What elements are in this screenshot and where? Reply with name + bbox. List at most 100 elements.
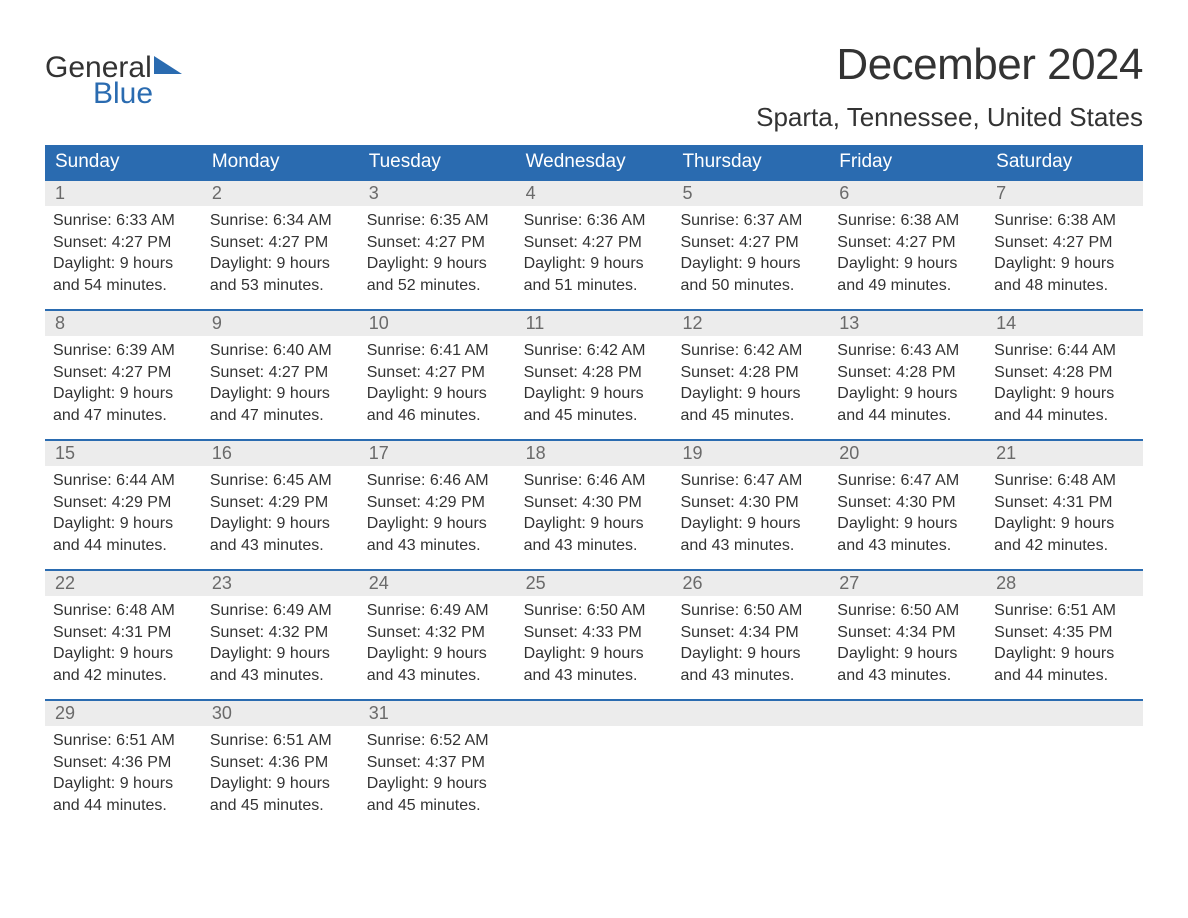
day-details: Sunrise: 6:38 AMSunset: 4:27 PMDaylight:… [829,206,986,296]
day-dl2: and 43 minutes. [210,535,351,557]
day-number: 28 [996,573,1016,593]
day-number: 16 [212,443,232,463]
calendar-day: 7Sunrise: 6:38 AMSunset: 4:27 PMDaylight… [986,181,1143,309]
day-sunset: Sunset: 4:27 PM [367,232,508,254]
day-dl1: Daylight: 9 hours [994,513,1135,535]
day-details: Sunrise: 6:52 AMSunset: 4:37 PMDaylight:… [359,726,516,816]
day-number: 22 [55,573,75,593]
day-sunrise: Sunrise: 6:50 AM [680,600,821,622]
day-number: 14 [996,313,1016,333]
day-sunrise: Sunrise: 6:39 AM [53,340,194,362]
calendar-day: 30 Sunrise: 6:51 AMSunset: 4:36 PMDayligh… [202,701,359,829]
day-number: 6 [839,183,849,203]
day-details: Sunrise: 6:33 AMSunset: 4:27 PMDaylight:… [45,206,202,296]
day-dl2: and 47 minutes. [210,405,351,427]
day-dl2: and 44 minutes. [994,665,1135,687]
day-details: Sunrise: 6:39 AMSunset: 4:27 PMDaylight:… [45,336,202,426]
day-details: Sunrise: 6:51 AMSunset: 4:36 PMDaylight:… [45,726,202,816]
day-sunrise: Sunrise: 6:49 AM [210,600,351,622]
day-dl2: and 44 minutes. [53,795,194,817]
calendar-day: 12Sunrise: 6:42 AMSunset: 4:28 PMDayligh… [672,311,829,439]
day-details: Sunrise: 6:48 AMSunset: 4:31 PMDaylight:… [986,466,1143,556]
day-number: 7 [996,183,1006,203]
calendar-day: 16Sunrise: 6:45 AMSunset: 4:29 PMDayligh… [202,441,359,569]
day-sunrise: Sunrise: 6:40 AM [210,340,351,362]
calendar-day: 5Sunrise: 6:37 AMSunset: 4:27 PMDaylight… [672,181,829,309]
calendar-day-empty: . [672,701,829,829]
day-sunset: Sunset: 4:27 PM [210,362,351,384]
calendar-day: 29 Sunrise: 6:51 AMSunset: 4:36 PMDayligh… [45,701,202,829]
calendar-day: 14 Sunrise: 6:44 AMSunset: 4:28 PMDayligh… [986,311,1143,439]
weekday-header: Saturday [986,145,1143,179]
day-details: Sunrise: 6:42 AMSunset: 4:28 PMDaylight:… [516,336,673,426]
day-details: Sunrise: 6:44 AMSunset: 4:28 PMDaylight:… [986,336,1143,426]
calendar-day: 27 Sunrise: 6:50 AMSunset: 4:34 PMDayligh… [829,571,986,699]
day-sunrise: Sunrise: 6:42 AM [680,340,821,362]
day-number-row: 19 [672,441,829,466]
day-number: 8 [55,313,65,333]
day-sunset: Sunset: 4:29 PM [53,492,194,514]
day-sunrise: Sunrise: 6:44 AM [53,470,194,492]
day-details: Sunrise: 6:50 AMSunset: 4:34 PMDaylight:… [672,596,829,686]
day-dl1: Daylight: 9 hours [994,383,1135,405]
day-number: 19 [682,443,702,463]
day-dl1: Daylight: 9 hours [53,513,194,535]
day-details: Sunrise: 6:36 AMSunset: 4:27 PMDaylight:… [516,206,673,296]
day-dl1: Daylight: 9 hours [837,513,978,535]
calendar-day: 24Sunrise: 6:49 AMSunset: 4:32 PMDayligh… [359,571,516,699]
day-sunset: Sunset: 4:27 PM [367,362,508,384]
day-details: Sunrise: 6:47 AMSunset: 4:30 PMDaylight:… [829,466,986,556]
day-number-row: 9 [202,311,359,336]
day-sunset: Sunset: 4:30 PM [524,492,665,514]
day-sunrise: Sunrise: 6:52 AM [367,730,508,752]
day-details: Sunrise: 6:50 AMSunset: 4:34 PMDaylight:… [829,596,986,686]
day-details: Sunrise: 6:51 AMSunset: 4:36 PMDaylight:… [202,726,359,816]
day-sunrise: Sunrise: 6:45 AM [210,470,351,492]
day-number-row: 3 [359,181,516,206]
day-sunrise: Sunrise: 6:48 AM [994,470,1135,492]
day-dl1: Daylight: 9 hours [680,253,821,275]
day-number-row: . [672,701,829,726]
day-sunrise: Sunrise: 6:50 AM [524,600,665,622]
day-number-row: 23 [202,571,359,596]
day-number: 27 [839,573,859,593]
day-sunset: Sunset: 4:32 PM [210,622,351,644]
day-dl2: and 43 minutes. [680,665,821,687]
calendar-day-empty: . [516,701,673,829]
day-dl1: Daylight: 9 hours [680,513,821,535]
day-dl2: and 49 minutes. [837,275,978,297]
day-number: 26 [682,573,702,593]
month-title: December 2024 [756,40,1143,90]
day-number: 25 [526,573,546,593]
title-block: December 2024 Sparta, Tennessee, United … [756,40,1143,133]
day-number-row: 21 [986,441,1143,466]
day-details: Sunrise: 6:41 AMSunset: 4:27 PMDaylight:… [359,336,516,426]
day-dl2: and 44 minutes. [837,405,978,427]
day-number: 2 [212,183,222,203]
day-dl2: and 45 minutes. [524,405,665,427]
day-sunrise: Sunrise: 6:38 AM [994,210,1135,232]
day-dl1: Daylight: 9 hours [367,773,508,795]
day-dl1: Daylight: 9 hours [524,383,665,405]
day-dl1: Daylight: 9 hours [994,253,1135,275]
day-details: Sunrise: 6:43 AMSunset: 4:28 PMDaylight:… [829,336,986,426]
day-sunset: Sunset: 4:32 PM [367,622,508,644]
day-sunset: Sunset: 4:30 PM [680,492,821,514]
calendar-day: 26 Sunrise: 6:50 AMSunset: 4:34 PMDayligh… [672,571,829,699]
calendar-week: 29 Sunrise: 6:51 AMSunset: 4:36 PMDayligh… [45,699,1143,829]
day-sunrise: Sunrise: 6:46 AM [524,470,665,492]
day-sunset: Sunset: 4:29 PM [210,492,351,514]
day-number: 30 [212,703,232,723]
calendar-day-empty: . [986,701,1143,829]
weekday-header: Tuesday [359,145,516,179]
calendar-day: 1Sunrise: 6:33 AMSunset: 4:27 PMDaylight… [45,181,202,309]
day-number-row: 30 [202,701,359,726]
day-dl2: and 43 minutes. [367,535,508,557]
page-header: General Blue December 2024 Sparta, Tenne… [45,40,1143,133]
day-dl1: Daylight: 9 hours [53,253,194,275]
day-dl1: Daylight: 9 hours [367,383,508,405]
day-dl2: and 45 minutes. [210,795,351,817]
day-number: 29 [55,703,75,723]
day-number: 4 [526,183,536,203]
day-details: Sunrise: 6:35 AMSunset: 4:27 PMDaylight:… [359,206,516,296]
